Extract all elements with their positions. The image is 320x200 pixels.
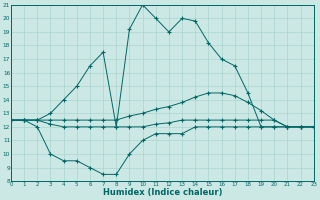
X-axis label: Humidex (Indice chaleur): Humidex (Indice chaleur) <box>103 188 222 197</box>
